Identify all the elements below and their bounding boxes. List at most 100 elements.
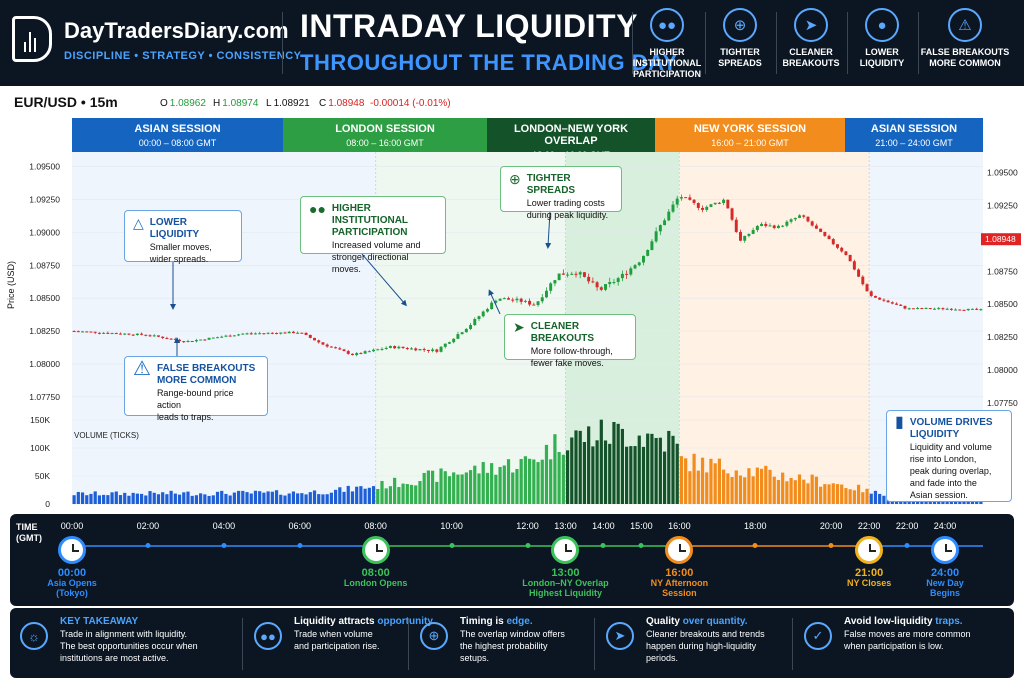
footer-item: KEY TAKEAWAY Trade in alignment with liqu… bbox=[60, 616, 198, 663]
time-tick: 02:00 bbox=[136, 521, 160, 531]
volume-bar bbox=[211, 495, 215, 504]
volume-bar bbox=[456, 474, 460, 504]
candle-body bbox=[262, 333, 266, 335]
time-dot bbox=[638, 543, 644, 548]
candle-body bbox=[789, 219, 793, 222]
candle-body bbox=[165, 338, 169, 340]
volume-bar bbox=[409, 484, 414, 504]
candle-body bbox=[431, 349, 435, 352]
time-tick: 10:00 bbox=[440, 521, 463, 531]
volume-bar bbox=[85, 495, 89, 504]
candle-body bbox=[460, 332, 464, 335]
time-tick: 16:00 bbox=[668, 521, 691, 531]
ohlc-change: -0.00014 (-0.01%) bbox=[370, 98, 451, 109]
warning-icon: ⚠ bbox=[133, 358, 151, 380]
feature-label: CLEANER BREAKOUTS bbox=[782, 47, 840, 68]
candle-body bbox=[975, 308, 979, 310]
candle-body bbox=[920, 308, 924, 310]
volume-bar bbox=[700, 457, 705, 504]
candle-body bbox=[873, 295, 877, 298]
candle-body bbox=[502, 298, 506, 300]
candle-body bbox=[671, 204, 675, 212]
time-dot bbox=[297, 543, 303, 548]
volume-bar bbox=[840, 484, 844, 504]
volume-bar bbox=[523, 456, 527, 504]
time-dot bbox=[904, 543, 910, 548]
candle-body bbox=[798, 215, 802, 218]
volume-bar bbox=[329, 492, 333, 504]
candle-body bbox=[557, 273, 561, 281]
session-header-overlap: LONDON–NEW YORK OVERLAP13:00 – 16:00 GMT bbox=[487, 118, 655, 160]
candle-body bbox=[178, 339, 182, 342]
volume-bar bbox=[582, 441, 587, 504]
price-tick-right: 1.09250 bbox=[987, 200, 1018, 210]
header-divider bbox=[776, 12, 777, 74]
volume-bar bbox=[797, 474, 802, 504]
volume-bar bbox=[595, 440, 599, 504]
bulb-icon: ☼ bbox=[20, 622, 48, 650]
volume-bar bbox=[139, 493, 144, 504]
volume-bar bbox=[793, 480, 797, 504]
candle-body bbox=[692, 199, 696, 204]
candle-body bbox=[620, 273, 624, 279]
current-price-tag bbox=[981, 233, 1021, 246]
volume-bar bbox=[684, 458, 688, 504]
candle-body bbox=[958, 309, 962, 311]
volume-bar bbox=[346, 485, 350, 504]
volume-bar bbox=[317, 494, 321, 504]
candle-body bbox=[760, 223, 764, 226]
volume-bar bbox=[515, 469, 519, 504]
symbol-timeframe: EUR/USD • 15m bbox=[14, 94, 118, 110]
footer-panel bbox=[10, 608, 1014, 678]
volume-bar bbox=[161, 492, 165, 504]
volume-bar bbox=[654, 437, 658, 504]
volume-bar bbox=[236, 490, 241, 504]
candle-body bbox=[743, 235, 747, 241]
candle-body bbox=[473, 319, 477, 326]
warning-icon: ⚠ bbox=[948, 8, 982, 42]
candle-body bbox=[300, 332, 304, 334]
time-tick: 12:00 bbox=[516, 521, 539, 531]
volume-bar bbox=[367, 487, 371, 504]
volume-bar bbox=[363, 488, 367, 504]
candle-body bbox=[186, 341, 190, 343]
volume-bar bbox=[603, 440, 608, 504]
candle-body bbox=[642, 255, 645, 263]
volume-bar bbox=[802, 479, 806, 504]
time-tick: 22:00 bbox=[895, 521, 919, 531]
volume-bar bbox=[565, 450, 570, 504]
volume-bar bbox=[148, 491, 152, 504]
volume-bar bbox=[620, 428, 624, 504]
volume-bar bbox=[865, 488, 869, 504]
ohlc-close: C 1.08948 bbox=[319, 98, 365, 109]
candle-body bbox=[599, 287, 603, 290]
candle-body bbox=[776, 225, 780, 228]
volume-bar bbox=[759, 468, 764, 504]
volume-bar bbox=[89, 493, 93, 504]
volume-bar bbox=[485, 472, 490, 504]
candle-body bbox=[814, 225, 818, 229]
price-tick-left: 1.08750 bbox=[29, 260, 60, 270]
volume-bar bbox=[447, 476, 452, 504]
volume-bar bbox=[827, 484, 831, 504]
volume-bar bbox=[726, 473, 730, 504]
time-tick: 04:00 bbox=[212, 521, 236, 531]
candle-body bbox=[507, 298, 510, 300]
callout-arrow bbox=[361, 253, 407, 307]
candle-body bbox=[304, 332, 308, 335]
volume-bar bbox=[380, 480, 384, 504]
volume-bar bbox=[426, 470, 430, 504]
candle-body bbox=[561, 273, 565, 275]
feature-breakouts: ➤ CLEANER BREAKOUTS bbox=[776, 8, 846, 69]
price-tick-right: 1.08250 bbox=[987, 332, 1018, 342]
time-dot bbox=[449, 543, 455, 548]
volume-bar bbox=[662, 451, 667, 504]
volume-bar bbox=[511, 472, 515, 504]
volume-bar bbox=[72, 495, 76, 504]
candle-body bbox=[422, 349, 426, 351]
candle-body bbox=[570, 273, 574, 275]
candle-body bbox=[270, 332, 274, 334]
volume-bar bbox=[355, 486, 359, 504]
candle-body bbox=[857, 269, 861, 277]
volume-bar bbox=[405, 484, 409, 504]
